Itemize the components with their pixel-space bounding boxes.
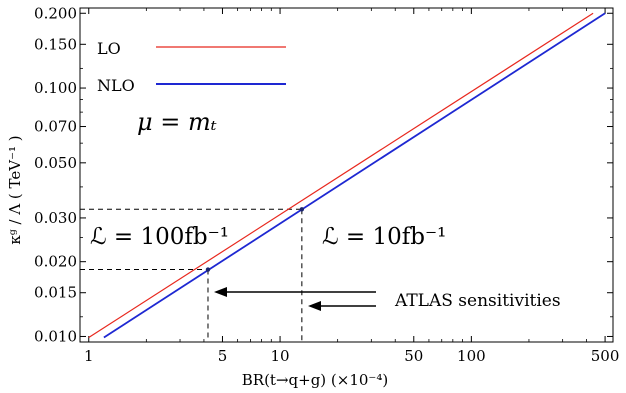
guide-lines [80,208,303,342]
y-tick-label: 0.100 [34,79,77,97]
x-tick-label: 500 [591,347,620,365]
x-tick-label: 50 [404,347,423,365]
x-tick-label: 10 [271,347,290,365]
arrow-head-100fb [214,287,227,297]
luminosity-10-annotation: ℒ = 10fb⁻¹ [322,224,446,250]
y-tick-label: 0.070 [34,118,77,136]
series-line-lo [88,12,594,339]
y-tick-label: 0.050 [34,154,77,172]
legend-label-nlo: NLO [97,76,135,95]
y-tick-label: 0.150 [34,35,77,53]
y-tick-label: 0.200 [34,4,77,22]
scale-annotation: μ = mₜ [137,108,217,136]
series-line-nlo [103,12,606,339]
y-tick-label: 0.020 [34,253,77,271]
x-tick-label: 100 [457,347,486,365]
x-tick-label: 1 [84,347,94,365]
arrow-head-10fb [308,301,321,311]
y-tick-label: 0.010 [34,327,77,345]
ticks-layer: 1 5 10 50 100 500 0.010 0.015 0.020 0.030 0.050 0.0… [34,4,619,365]
annotation-arrows [214,287,376,311]
atlas-annotation: ATLAS sensitivities [394,291,561,311]
x-axis-title: BR(t→q+g) (×10⁻⁴) [242,371,388,389]
sensitivity-markers [205,207,305,272]
plot-frame [79,7,614,343]
x-tick-label: 5 [218,347,228,365]
legend-label-lo: LO [97,39,121,58]
sensitivity-point-1 [299,207,305,212]
legend: LO NLO [97,39,286,95]
y-axis-title: κᵍ / Λ ( TeV⁻¹ ) [6,135,24,244]
series-lines [88,12,606,339]
y-tick-label: 0.030 [34,209,77,227]
y-tick-label: 0.015 [34,284,77,302]
sensitivity-point-0 [205,267,211,272]
luminosity-100-annotation: ℒ = 100fb⁻¹ [90,224,229,250]
